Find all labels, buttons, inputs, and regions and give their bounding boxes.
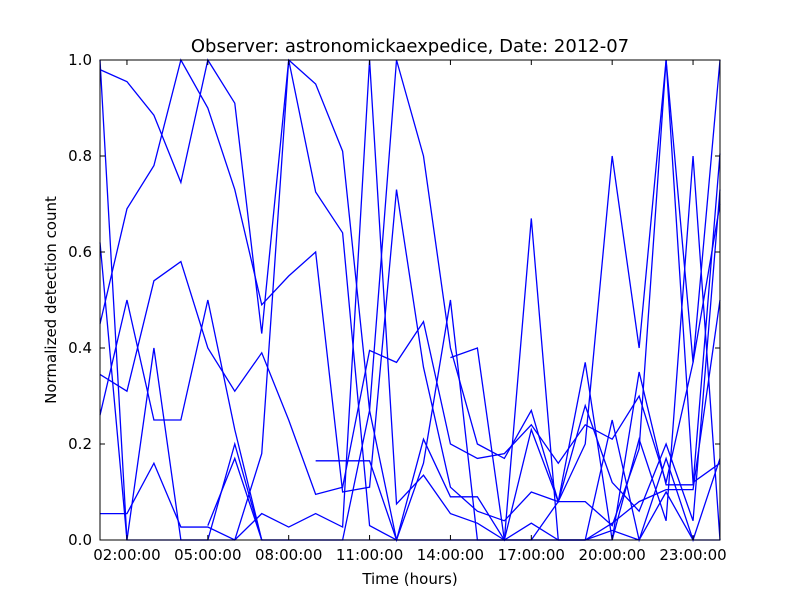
series-line-9 [315, 59, 721, 543]
y-tick-label: 0.8 [68, 147, 92, 165]
y-axis-title: Normalized detection count [42, 196, 60, 404]
series-line-1 [99, 58, 721, 504]
x-tick-label: 08:00:00 [255, 546, 322, 564]
y-tick-label: 0.2 [68, 435, 92, 453]
x-tick-label: 23:00:00 [659, 546, 726, 564]
chart-title: Observer: astronomickaexpedice, Date: 20… [191, 36, 629, 57]
x-tick-label: 05:00:00 [174, 546, 241, 564]
series-line-10 [450, 153, 721, 541]
x-tick-label: 20:00:00 [578, 546, 645, 564]
y-tick-label: 1.0 [68, 51, 92, 69]
x-tick-label: 11:00:00 [336, 546, 403, 564]
tick-layer: 02:00:00 05:00:00 08:00:00 11:00:00 14:00:00… [68, 51, 727, 564]
plot-frame [99, 59, 721, 541]
plot-area [100, 60, 720, 540]
series-line-2 [99, 58, 721, 522]
y-tick-label: 0.0 [68, 531, 92, 549]
x-axis-title: Time (hours) [361, 570, 457, 588]
x-tick-label: 17:00:00 [498, 546, 565, 564]
y-tick-label: 0.4 [68, 339, 92, 357]
x-tick-label: 02:00:00 [93, 546, 160, 564]
x-tick-label: 14:00:00 [417, 546, 484, 564]
series-line-8 [207, 456, 263, 541]
series-line-3 [99, 203, 721, 496]
y-tick-label: 0.6 [68, 243, 92, 261]
